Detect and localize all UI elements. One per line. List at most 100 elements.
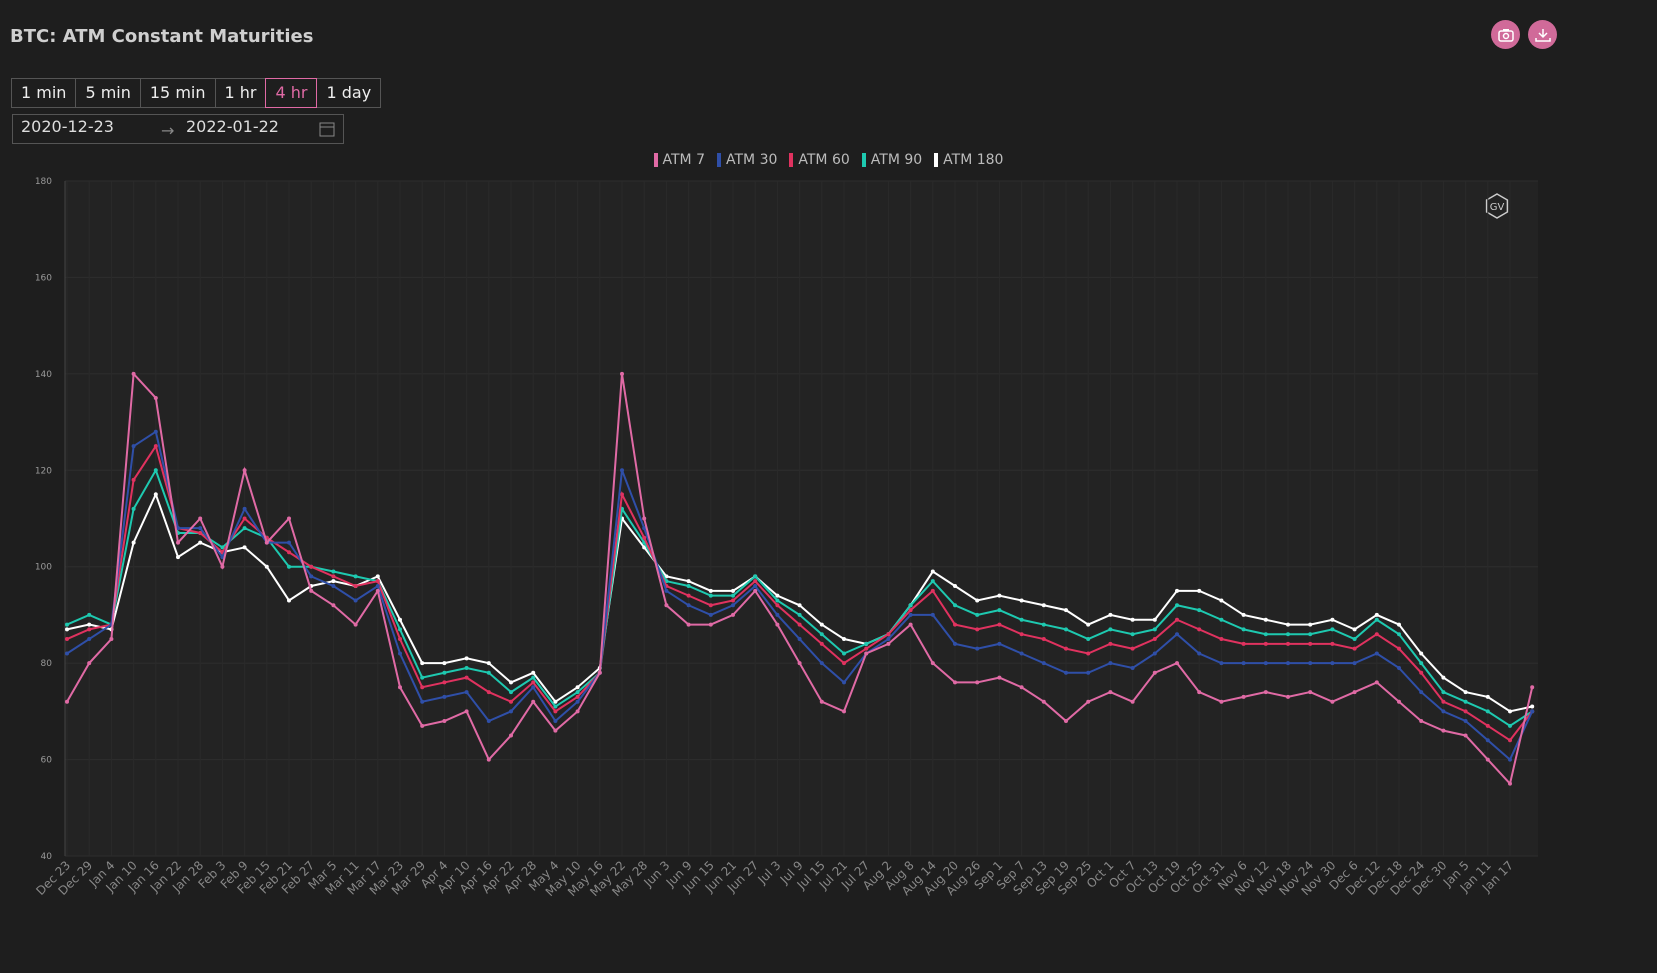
- data-point: [553, 728, 558, 733]
- interval-button[interactable]: 15 min: [139, 78, 216, 108]
- interval-button[interactable]: 1 min: [11, 78, 77, 108]
- x-tick-label: Jun 27: [724, 858, 761, 895]
- legend-item[interactable]: ATM 60: [789, 152, 850, 168]
- data-point: [664, 588, 669, 593]
- data-point: [309, 584, 314, 588]
- data-point: [65, 651, 69, 656]
- calendar-icon: [319, 122, 335, 137]
- data-point: [975, 646, 980, 651]
- data-point: [509, 690, 513, 695]
- data-point: [1019, 617, 1024, 622]
- data-point: [1374, 617, 1379, 622]
- data-point: [353, 584, 358, 588]
- legend-item[interactable]: ATM 90: [861, 152, 922, 168]
- data-point: [842, 680, 846, 685]
- legend: ATM 7 ATM 30 ATM 60 ATM 90 ATM 180: [0, 152, 1657, 168]
- series-line: [66, 371, 1534, 786]
- data-point: [131, 506, 136, 511]
- data-point: [264, 535, 269, 540]
- legend-item[interactable]: ATM 30: [717, 152, 777, 168]
- data-point: [1130, 699, 1135, 704]
- data-point: [509, 680, 513, 685]
- date-range[interactable]: 2020-12-23 → 2022-01-22: [12, 114, 344, 144]
- data-point: [664, 584, 669, 588]
- interval-button[interactable]: 4 hr: [265, 78, 318, 108]
- interval-button[interactable]: 1 hr: [214, 78, 267, 108]
- data-point: [1419, 651, 1424, 656]
- data-point: [1108, 612, 1113, 617]
- data-point: [642, 516, 647, 521]
- data-point: [1397, 646, 1401, 651]
- data-point: [620, 371, 624, 376]
- data-point: [664, 574, 669, 579]
- data-point: [553, 709, 558, 714]
- data-point: [642, 545, 647, 550]
- x-tick-label: Dec 30: [1410, 858, 1450, 898]
- data-point: [1485, 723, 1490, 728]
- data-point: [664, 579, 669, 584]
- data-point: [575, 690, 580, 695]
- data-point: [886, 632, 891, 637]
- data-point: [1530, 709, 1535, 714]
- data-point: [464, 709, 469, 714]
- x-tick-label: Jan 17: [1479, 858, 1516, 895]
- data-point: [464, 656, 469, 661]
- data-point: [731, 612, 735, 617]
- data-point: [1330, 641, 1335, 646]
- data-point: [1241, 661, 1246, 666]
- data-point: [1175, 617, 1179, 622]
- x-tick-label: Dec 6: [1326, 858, 1360, 892]
- data-point: [1219, 637, 1224, 642]
- data-point: [1219, 598, 1224, 603]
- download-button[interactable]: [1528, 20, 1557, 49]
- data-point: [375, 584, 380, 588]
- interval-button[interactable]: 1 day: [316, 78, 382, 108]
- data-point: [198, 530, 203, 535]
- x-tick-label: Jan 5: [1440, 858, 1472, 890]
- x-tick-label: May 22: [587, 858, 628, 899]
- data-point: [153, 492, 158, 497]
- data-point: [775, 612, 780, 617]
- data-point: [242, 526, 247, 531]
- data-point: [997, 608, 1002, 613]
- data-point: [198, 526, 203, 531]
- data-point: [220, 550, 225, 555]
- data-point: [131, 477, 136, 482]
- legend-item[interactable]: ATM 180: [934, 152, 1003, 168]
- data-point: [353, 598, 358, 603]
- data-point: [464, 690, 469, 695]
- data-point: [1530, 709, 1535, 714]
- data-point: [87, 622, 92, 627]
- data-point: [1086, 699, 1091, 704]
- data-point: [264, 564, 269, 569]
- data-point: [198, 516, 203, 521]
- data-point: [686, 579, 691, 584]
- interval-buttons: 1 min 5 min 15 min 1 hr 4 hr 1 day: [11, 78, 382, 108]
- data-point: [1508, 738, 1512, 743]
- x-tick-label: Mar 23: [367, 858, 406, 897]
- data-point: [486, 661, 491, 666]
- data-point: [930, 579, 935, 584]
- data-point: [842, 661, 846, 666]
- data-point: [287, 564, 291, 569]
- data-point: [1219, 617, 1224, 622]
- series-line: [66, 430, 1534, 762]
- legend-label: ATM 30: [726, 152, 778, 168]
- data-point: [420, 661, 425, 666]
- data-point: [1175, 632, 1179, 637]
- screenshot-button[interactable]: [1491, 20, 1520, 49]
- x-tick-label: Sep 13: [1011, 858, 1050, 897]
- interval-button[interactable]: 5 min: [75, 78, 141, 108]
- data-point: [908, 622, 913, 627]
- x-tick-label: Nov 6: [1215, 858, 1250, 893]
- data-point: [65, 699, 69, 704]
- legend-item[interactable]: ATM 7: [653, 152, 705, 168]
- data-point: [819, 699, 824, 704]
- data-point: [1108, 627, 1113, 632]
- data-point: [109, 622, 114, 627]
- series-line: [66, 443, 1533, 742]
- data-point: [664, 603, 669, 608]
- data-point: [1330, 627, 1335, 632]
- data-point: [1374, 612, 1379, 617]
- data-point: [1263, 617, 1268, 622]
